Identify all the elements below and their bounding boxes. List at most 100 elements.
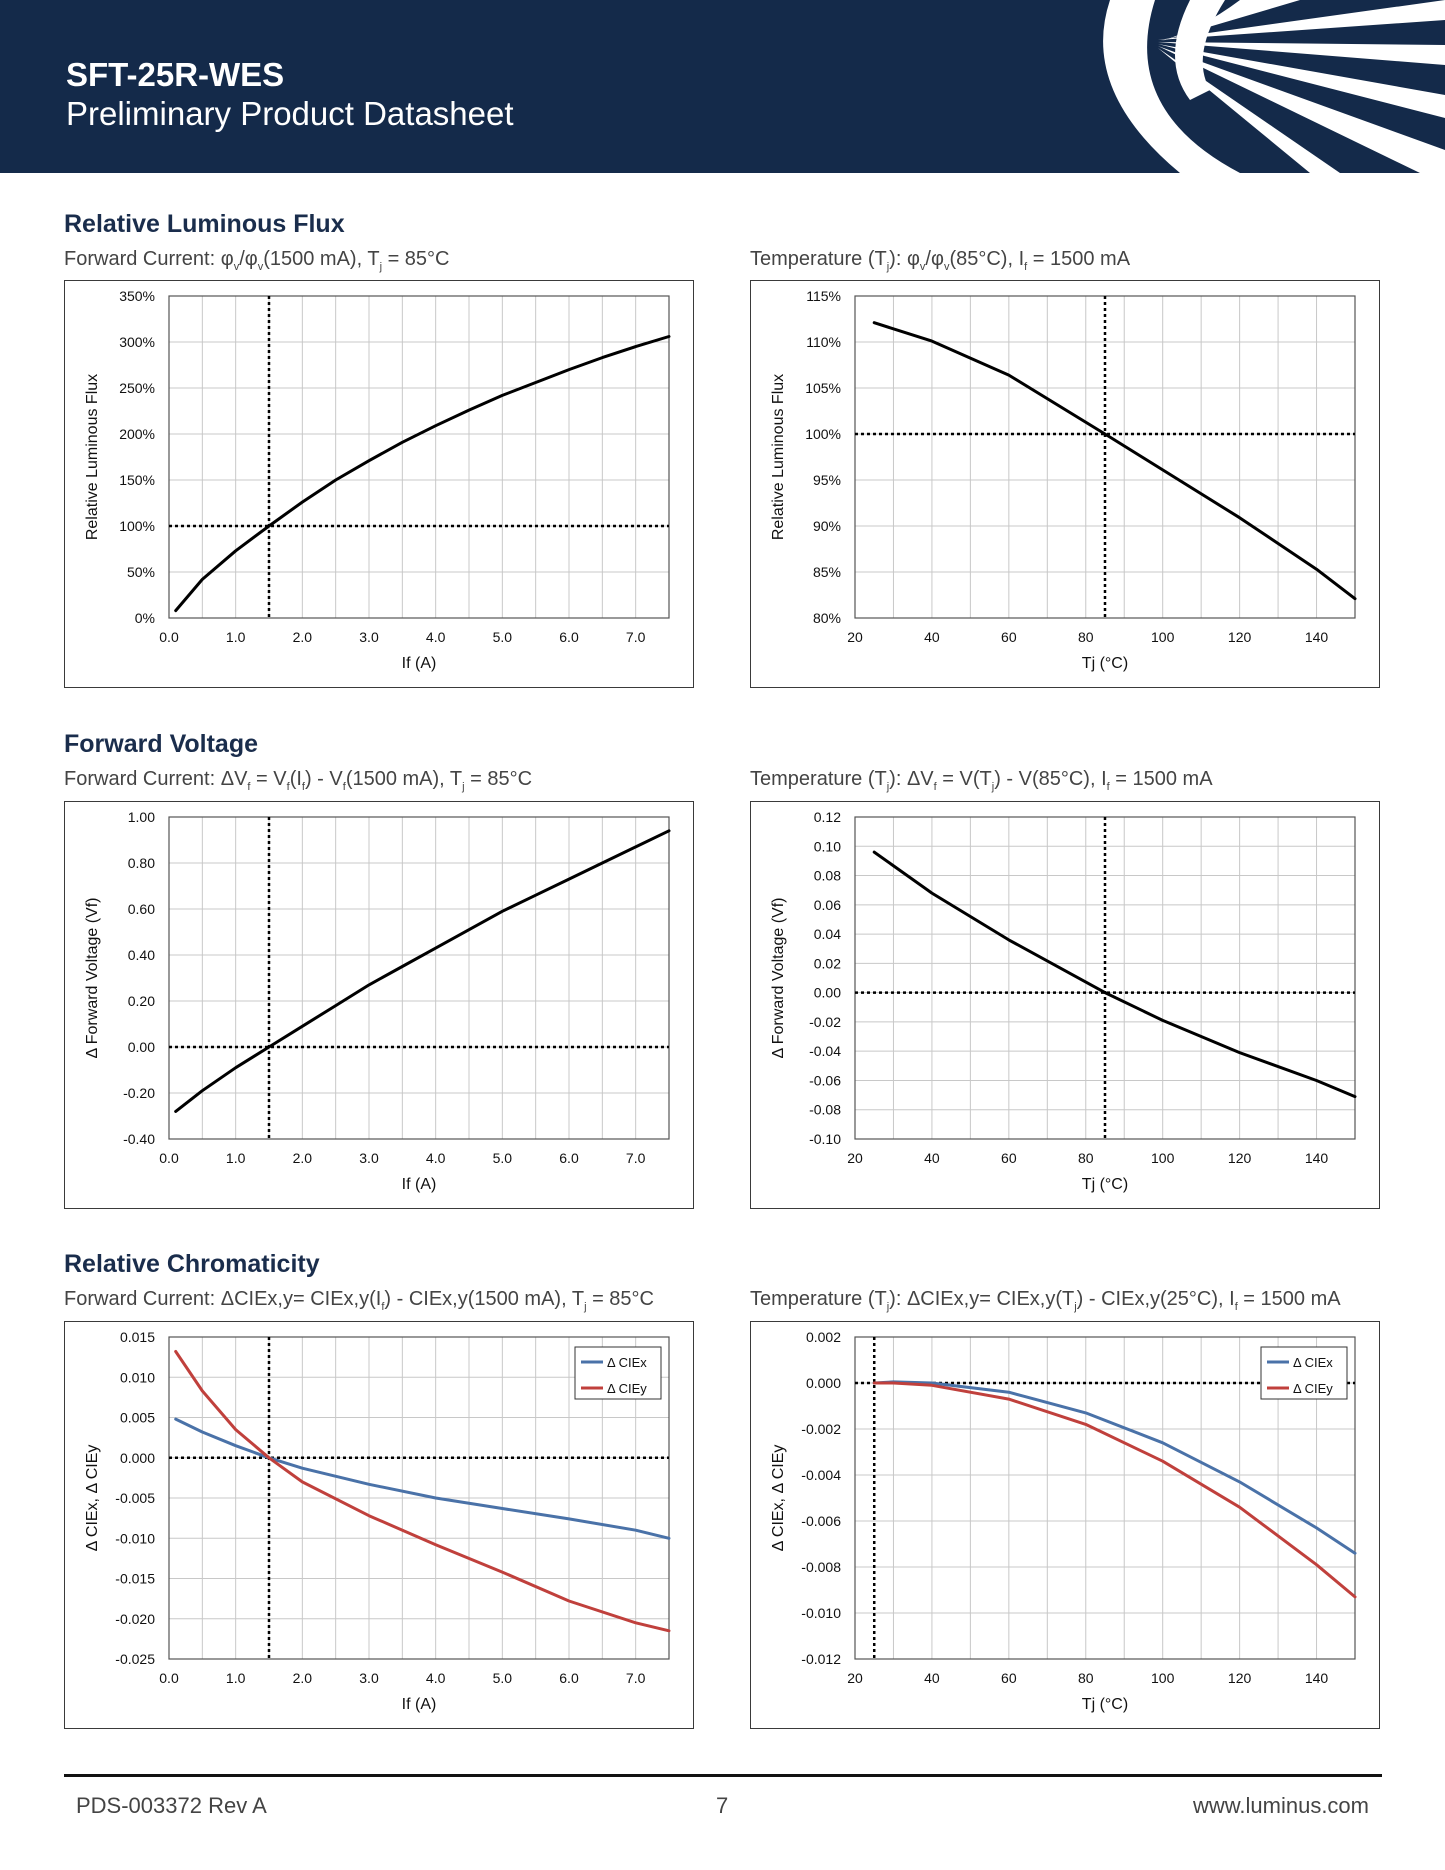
y-axis-label: Relative Luminous Flux [84, 374, 101, 540]
x-tick-label: 0.0 [159, 629, 179, 645]
product-name: SFT-25R-WES [66, 56, 285, 93]
x-axis-label: Tj (°C) [1082, 1176, 1128, 1193]
y-tick-label: -0.015 [115, 1571, 155, 1587]
y-tick-label: -0.006 [801, 1513, 841, 1529]
y-tick-label: 0.04 [814, 926, 841, 942]
y-tick-label: -0.06 [809, 1072, 841, 1088]
footer-page-number: 7 [716, 1793, 729, 1818]
x-tick-label: 140 [1305, 1150, 1329, 1166]
y-tick-label: 0.002 [806, 1329, 841, 1345]
y-tick-label: -0.008 [801, 1559, 841, 1575]
y-tick-label: 0.12 [814, 809, 841, 825]
x-tick-label: 1.0 [226, 1150, 246, 1166]
x-tick-label: 80 [1078, 1150, 1094, 1166]
x-tick-label: 7.0 [626, 1150, 646, 1166]
legend-label: Δ CIEx [1293, 1355, 1333, 1370]
y-tick-label: 300% [119, 334, 155, 350]
y-axis-label: Δ Forward Voltage (Vf) [84, 898, 101, 1059]
x-axis-label: Tj (°C) [1082, 1696, 1128, 1713]
series-line-0 [174, 335, 671, 613]
chart-cie-current-plot: -0.025 -0.020 -0.015 -0.010 -0.005 0.000 0.005… [84, 1329, 671, 1713]
y-tick-label: -0.004 [801, 1467, 841, 1483]
y-tick-label: 85% [813, 564, 841, 580]
y-axis-label: Relative Luminous Flux [770, 374, 787, 540]
section-title-luminous-flux: Relative Luminous Flux [64, 210, 345, 238]
chart-vf-current-plot: -0.40 -0.20 0.00 0.20 0.40 0.60 0.80 1.00 0.0 1.0… [84, 809, 671, 1193]
series-line-0 [872, 850, 1357, 1099]
y-tick-label: 200% [119, 426, 155, 442]
chart-cie-temp-plot: -0.012 -0.010 -0.008 -0.006 -0.004 -0.002 0.00… [770, 1329, 1357, 1713]
y-tick-label: 80% [813, 610, 841, 626]
x-tick-label: 80 [1078, 629, 1094, 645]
x-axis-label: If (A) [402, 655, 437, 672]
footer-website[interactable]: www.luminus.com [1192, 1793, 1369, 1818]
x-tick-label: 3.0 [359, 629, 379, 645]
y-tick-label: 0.000 [806, 1375, 841, 1391]
y-tick-label: -0.10 [809, 1131, 841, 1147]
y-tick-label: 1.00 [128, 809, 155, 825]
caption-flux-current: Forward Current: φv/φv(1500 mA), Tj = 85… [64, 248, 450, 273]
y-tick-label: -0.08 [809, 1102, 841, 1118]
chart-flux-temp: 80% 85% 90% 95% 100% 105% 110% 115% 20 40 60 80 100 1… [750, 280, 1380, 688]
x-tick-label: 4.0 [426, 1150, 446, 1166]
y-tick-label: 0.015 [120, 1329, 155, 1345]
chart-cie-temp: -0.012 -0.010 -0.008 -0.006 -0.004 -0.002 0.00… [750, 1321, 1380, 1729]
y-tick-label: -0.005 [115, 1490, 155, 1506]
chart-flux-temp-plot: 80% 85% 90% 95% 100% 105% 110% 115% 20 40 60 80 100 1… [770, 288, 1357, 672]
y-tick-label: 0.40 [128, 947, 155, 963]
chart-cie-current: -0.025 -0.020 -0.015 -0.010 -0.005 0.000 0.005… [64, 1321, 694, 1729]
x-tick-label: 7.0 [626, 629, 646, 645]
y-tick-label: 110% [806, 334, 841, 350]
legend-box [1260, 1346, 1348, 1400]
section-title-chromaticity: Relative Chromaticity [64, 1250, 320, 1278]
x-tick-label: 20 [847, 1150, 863, 1166]
y-tick-label: 0.60 [128, 901, 155, 917]
x-tick-label: 2.0 [293, 1670, 313, 1686]
legend-label: Δ CIEy [1293, 1381, 1333, 1396]
footer-divider [64, 1774, 1382, 1777]
chart-flux-current: 0% 50% 100% 150% 200% 250% 300% 350% 0.0 1.0 2.0 3.… [64, 280, 694, 688]
y-axis-label: Δ CIEx, Δ CIEy [84, 1445, 101, 1552]
y-tick-label: 250% [119, 380, 155, 396]
page-header: SFT-25R-WES Preliminary Product Datashee… [0, 0, 1445, 173]
x-tick-label: 2.0 [293, 1150, 313, 1166]
y-tick-label: 0.20 [128, 993, 155, 1009]
x-axis-label: If (A) [402, 1696, 437, 1713]
x-tick-label: 5.0 [493, 1150, 513, 1166]
x-tick-label: 100 [1151, 1150, 1175, 1166]
caption-cie-current: Forward Current: ΔCIEx,y= CIEx,y(If) - C… [64, 1288, 654, 1313]
series-line-1 [872, 1381, 1357, 1599]
x-tick-label: 6.0 [559, 1150, 579, 1166]
x-tick-label: 40 [924, 629, 940, 645]
x-tick-label: 60 [1001, 1670, 1017, 1686]
y-tick-label: 50% [127, 564, 155, 580]
x-tick-label: 120 [1228, 1670, 1252, 1686]
y-tick-label: -0.02 [809, 1014, 841, 1030]
footer-doc-id: PDS-003372 Rev A [76, 1793, 267, 1818]
x-tick-label: 40 [924, 1150, 940, 1166]
x-tick-label: 80 [1078, 1670, 1094, 1686]
plot-area [168, 1336, 670, 1660]
x-tick-label: 7.0 [626, 1670, 646, 1686]
x-tick-label: 2.0 [293, 629, 313, 645]
y-tick-label: 115% [806, 288, 841, 304]
brand-swirl-graphic [1103, 0, 1445, 173]
y-tick-label: -0.025 [115, 1651, 155, 1667]
x-tick-label: 6.0 [559, 1670, 579, 1686]
x-tick-label: 5.0 [493, 1670, 513, 1686]
y-tick-label: 0.00 [128, 1039, 155, 1055]
chart-vf-temp: -0.10 -0.08 -0.06 -0.04 -0.02 0.00 0.02 0.04 0.0… [750, 801, 1380, 1209]
y-tick-label: 150% [119, 472, 155, 488]
y-tick-label: 100% [805, 426, 841, 442]
plot-area [854, 1336, 1356, 1660]
caption-vf-temp: Temperature (Tj): ΔVf = V(Tj) - V(85°C),… [750, 768, 1213, 793]
y-tick-label: -0.40 [123, 1131, 155, 1147]
y-tick-label: 0.005 [120, 1410, 155, 1426]
series-line-0 [174, 829, 671, 1113]
x-tick-label: 20 [847, 629, 863, 645]
y-tick-label: 90% [813, 518, 841, 534]
y-tick-label: 0.000 [120, 1450, 155, 1466]
x-tick-label: 0.0 [159, 1150, 179, 1166]
y-tick-label: 0.80 [128, 855, 155, 871]
y-tick-label: 0.08 [814, 868, 841, 884]
